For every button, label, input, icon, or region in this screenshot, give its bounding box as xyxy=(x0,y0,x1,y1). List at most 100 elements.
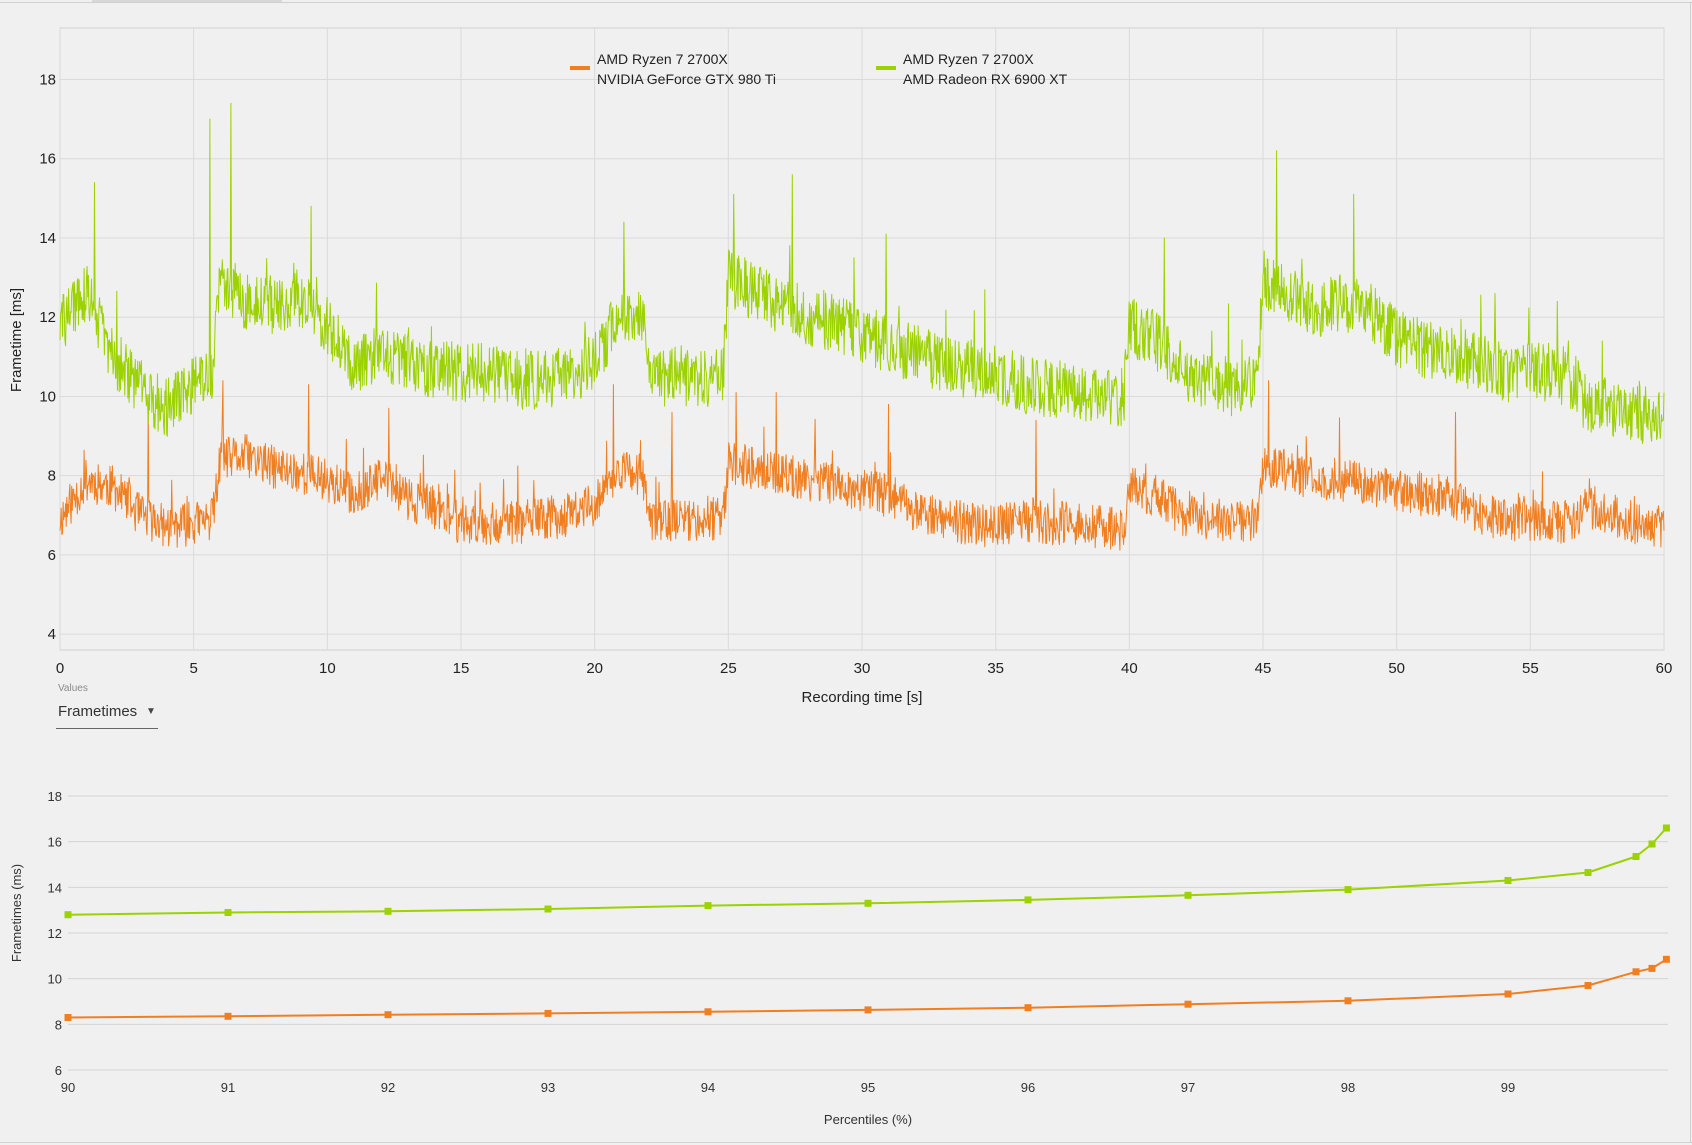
percentile-x-tick-label: 91 xyxy=(221,1080,235,1095)
percentile-point-marker[interactable] xyxy=(1584,982,1592,989)
percentile-series-line-0 xyxy=(67,827,1668,916)
frametime-y-tick-label: 18 xyxy=(39,72,56,89)
percentile-point-marker[interactable] xyxy=(1024,1004,1032,1012)
percentile-y-tick-label: 8 xyxy=(55,1017,62,1032)
percentile-point-marker[interactable] xyxy=(1504,990,1512,998)
legend-label-line2: AMD Radeon RX 6900 XT xyxy=(903,71,1068,87)
percentile-x-tick-label: 92 xyxy=(381,1080,395,1095)
percentile-point-marker[interactable] xyxy=(864,1006,872,1014)
frametime-y-tick-label: 4 xyxy=(48,626,56,643)
percentile-point-marker[interactable] xyxy=(384,1011,392,1019)
percentile-point-marker[interactable] xyxy=(1648,964,1656,972)
values-dropdown-selected: Frametimes xyxy=(58,703,138,720)
legend: AMD Ryzen 7 2700X NVIDIA GeForce GTX 980… xyxy=(570,51,1068,87)
percentile-y-tick-label: 14 xyxy=(48,880,62,895)
percentile-point-marker[interactable] xyxy=(224,1012,232,1020)
frametime-x-tick-label: 50 xyxy=(1388,660,1405,677)
frametime-x-tick-label: 10 xyxy=(319,660,336,677)
percentile-y-tick-label: 16 xyxy=(48,835,62,850)
frametime-x-tick-label: 15 xyxy=(453,660,470,677)
values-dropdown[interactable]: Values Frametimes ▼ xyxy=(56,683,158,729)
window-top-border xyxy=(0,2,1692,3)
percentile-point-marker[interactable] xyxy=(704,1008,712,1016)
percentile-y-ticks: 6 8 10 12 14 16 18 xyxy=(48,789,62,1078)
percentile-series-line-1 xyxy=(67,958,1667,1019)
percentile-y-tick-label: 12 xyxy=(48,926,62,941)
legend-label-line1: AMD Ryzen 7 2700X xyxy=(903,51,1034,67)
frametime-y-tick-label: 14 xyxy=(39,230,56,247)
frametime-y-tick-label: 8 xyxy=(48,468,56,485)
frametime-x-tick-label: 40 xyxy=(1121,660,1138,677)
top-tab-strip[interactable] xyxy=(92,0,282,3)
percentile-point-marker[interactable] xyxy=(1344,997,1352,1005)
frametime-x-tick-label: 60 xyxy=(1656,660,1673,677)
percentile-x-ticks: 90 91 92 93 94 95 96 97 98 99 xyxy=(61,1080,1515,1095)
frametime-x-tick-label: 55 xyxy=(1522,660,1539,677)
percentile-point-marker[interactable] xyxy=(1662,824,1670,832)
frametime-x-tick-label: 35 xyxy=(987,660,1004,677)
frametime-y-ticks: 4 6 8 10 12 14 16 18 xyxy=(39,72,56,644)
frametime-y-tick-label: 12 xyxy=(39,309,56,326)
frametime-x-tick-label: 5 xyxy=(189,660,197,677)
frametime-x-tick-label: 25 xyxy=(720,660,737,677)
frametime-x-tick-label: 0 xyxy=(56,660,64,677)
frametime-x-tick-label: 20 xyxy=(586,660,603,677)
frametime-chart: 0 5 10 15 20 25 30 35 40 45 50 55 60 4 6 8 10 12 14 16 18 F… xyxy=(8,27,1673,706)
frametime-y-tick-label: 16 xyxy=(39,151,56,168)
percentile-y-tick-label: 10 xyxy=(48,972,62,987)
percentile-point-marker[interactable] xyxy=(1584,869,1592,876)
values-dropdown-underline xyxy=(56,728,158,729)
percentile-x-tick-label: 98 xyxy=(1341,1080,1355,1095)
legend-label-line2: NVIDIA GeForce GTX 980 Ti xyxy=(597,71,776,87)
percentile-x-tick-label: 97 xyxy=(1181,1080,1195,1095)
percentile-point-marker[interactable] xyxy=(1344,886,1352,894)
percentile-point-marker[interactable] xyxy=(384,907,392,915)
percentile-point-marker[interactable] xyxy=(544,1009,552,1017)
percentile-point-marker[interactable] xyxy=(1632,853,1640,860)
percentile-point-marker[interactable] xyxy=(64,1014,72,1021)
percentile-x-tick-label: 96 xyxy=(1021,1080,1035,1095)
frametime-x-tick-label: 30 xyxy=(854,660,871,677)
percentile-point-marker[interactable] xyxy=(1632,968,1640,976)
legend-swatch-orange xyxy=(570,66,590,70)
frametime-series-line-0 xyxy=(59,380,1665,551)
frametime-x-tick-label: 45 xyxy=(1255,660,1272,677)
percentile-y-tick-label: 6 xyxy=(55,1063,62,1078)
percentile-x-axis-label: Percentiles (%) xyxy=(824,1112,912,1127)
chevron-down-icon: ▼ xyxy=(146,706,156,717)
legend-item-rx-6900xt[interactable]: AMD Ryzen 7 2700X AMD Radeon RX 6900 XT xyxy=(876,51,1068,87)
window-right-border xyxy=(1690,2,1691,1143)
frametime-y-tick-label: 6 xyxy=(48,547,56,564)
percentile-point-marker[interactable] xyxy=(1184,891,1192,899)
percentile-x-tick-label: 94 xyxy=(701,1080,715,1095)
percentile-point-marker[interactable] xyxy=(704,902,712,910)
percentile-y-tick-label: 18 xyxy=(48,789,62,804)
legend-swatch-green xyxy=(876,66,896,70)
frametime-series-group xyxy=(59,102,1665,551)
percentile-chart: 90 91 92 93 94 95 96 97 98 99 6 8 10 12 14 16 18 Framet… xyxy=(9,789,1670,1127)
percentile-point-marker[interactable] xyxy=(864,899,872,907)
percentile-point-marker[interactable] xyxy=(1504,877,1512,884)
percentile-point-marker[interactable] xyxy=(1024,896,1032,904)
percentile-point-marker[interactable] xyxy=(64,911,72,919)
percentile-point-marker[interactable] xyxy=(1648,840,1656,848)
percentile-point-marker[interactable] xyxy=(544,905,552,913)
percentile-y-axis-label: Frametimes (ms) xyxy=(9,864,24,962)
percentile-x-tick-label: 99 xyxy=(1501,1080,1515,1095)
percentile-series-group xyxy=(64,824,1670,1021)
percentile-point-marker[interactable] xyxy=(224,909,232,916)
frametime-series-line-1 xyxy=(59,102,1665,445)
percentile-point-marker[interactable] xyxy=(1662,955,1670,963)
percentile-x-tick-label: 95 xyxy=(861,1080,875,1095)
legend-label-line1: AMD Ryzen 7 2700X xyxy=(597,51,728,67)
percentile-gridlines xyxy=(68,795,1668,1071)
values-dropdown-caption: Values xyxy=(58,683,88,694)
percentile-x-tick-label: 93 xyxy=(541,1080,555,1095)
frametime-y-axis-label: Frametime [ms] xyxy=(8,288,25,392)
percentile-point-marker[interactable] xyxy=(1184,1000,1192,1008)
frametime-x-ticks: 0 5 10 15 20 25 30 35 40 45 50 55 60 xyxy=(56,660,1673,677)
frametime-y-tick-label: 10 xyxy=(39,388,56,405)
legend-item-gtx-980ti[interactable]: AMD Ryzen 7 2700X NVIDIA GeForce GTX 980… xyxy=(570,51,776,87)
